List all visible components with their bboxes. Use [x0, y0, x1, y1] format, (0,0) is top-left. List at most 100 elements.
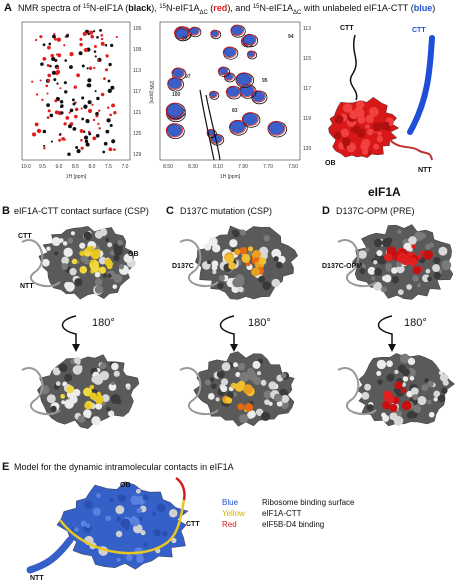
- surface-patch: [51, 237, 61, 247]
- peak: [86, 143, 90, 147]
- surface-patch: [367, 266, 376, 275]
- contour: [210, 29, 220, 38]
- surface-patch: [50, 405, 57, 412]
- contour: [240, 84, 254, 97]
- surface-patch: [428, 411, 435, 418]
- rotation-label: 180°: [92, 317, 115, 329]
- peak: [54, 37, 57, 41]
- residue-label: 100: [172, 92, 181, 98]
- surface-patch: [247, 251, 253, 257]
- title-segment: N-eIF1A: [166, 3, 200, 13]
- arrow-head: [230, 344, 238, 352]
- surface-patch: [438, 370, 444, 375]
- y-tick-label: 105: [133, 26, 142, 32]
- title-segment: N-eIF1A: [260, 3, 294, 13]
- surface-patch: [220, 385, 228, 393]
- residue-label: 98: [182, 36, 188, 42]
- y-tick-label: 129: [133, 152, 142, 158]
- surface-patch: [438, 246, 448, 256]
- label: OB: [128, 251, 139, 258]
- peak: [60, 104, 64, 108]
- surface-patch: [101, 394, 110, 402]
- y-tick-label: 117: [133, 89, 141, 95]
- panel-title: eIF1A-CTT contact surface (CSP): [14, 206, 149, 216]
- surface-patch: [72, 365, 83, 375]
- surface-patch: [365, 114, 375, 124]
- surface-patch: [95, 248, 101, 254]
- surface-patch: [341, 137, 351, 147]
- surface-patch: [241, 253, 251, 263]
- contour: [165, 123, 183, 138]
- surface-patch: [402, 368, 411, 377]
- y-tick-label: 121: [133, 110, 142, 116]
- surface-patch: [143, 541, 148, 547]
- peak: [95, 133, 100, 138]
- peak: [49, 64, 52, 68]
- peak: [86, 83, 90, 88]
- peak: [74, 114, 78, 119]
- contour: [242, 113, 258, 126]
- contour: [190, 27, 199, 35]
- peak: [43, 146, 46, 150]
- peak: [34, 38, 38, 42]
- peak: [63, 44, 66, 47]
- surface-patch: [365, 124, 371, 129]
- panel-title: D137C-OPM (PRE): [336, 206, 415, 216]
- surface-patch: [83, 409, 92, 418]
- surface-patch: [263, 234, 270, 242]
- surface-patch: [95, 493, 102, 499]
- contour: [242, 33, 257, 46]
- contour: [267, 120, 286, 136]
- surface-patch: [245, 261, 251, 267]
- contour: [172, 68, 184, 78]
- peak: [79, 42, 83, 47]
- surface-patch: [106, 263, 113, 270]
- contour: [231, 25, 244, 35]
- label: D137C: [172, 263, 194, 270]
- surface-patch: [112, 284, 118, 289]
- legend-text: eIF5B-D4 binding: [262, 520, 324, 529]
- surface-patch: [237, 286, 244, 293]
- surface-patch: [109, 497, 114, 503]
- surface-patch: [382, 414, 390, 422]
- x-tick-label: 8.10: [213, 164, 223, 170]
- surface-patch: [409, 376, 415, 381]
- contour: [228, 119, 246, 134]
- peak: [46, 103, 50, 107]
- peak: [50, 140, 53, 143]
- surface-patch: [116, 516, 122, 522]
- surface-patch: [386, 373, 395, 382]
- contour: [209, 90, 218, 99]
- surface-patch: [333, 131, 342, 140]
- peak: [87, 78, 92, 83]
- surface-patch: [437, 394, 446, 403]
- peak: [47, 73, 52, 78]
- contour: [243, 34, 256, 45]
- surface-patch: [387, 392, 395, 400]
- surface-patch: [136, 555, 144, 563]
- surface-patch: [248, 410, 256, 419]
- surface-patch: [64, 399, 74, 409]
- surface-patch: [370, 276, 376, 281]
- surface-patch: [62, 241, 68, 246]
- surface-patch: [61, 256, 70, 265]
- surface-patch: [94, 230, 104, 239]
- surface-patch: [366, 404, 374, 412]
- surface-patch: [360, 142, 369, 151]
- surface-patch: [115, 505, 125, 515]
- peak: [109, 123, 113, 128]
- surface-patch: [410, 387, 419, 396]
- x-tick-label: 8.50: [163, 164, 173, 170]
- surface-patch: [46, 394, 56, 404]
- peak: [53, 32, 56, 36]
- surface-patch: [433, 271, 441, 280]
- surface-patch: [105, 237, 110, 242]
- legend-key: Yellow: [222, 509, 245, 518]
- surface-patch: [400, 387, 407, 394]
- surface-patch: [386, 360, 393, 368]
- surface-patch: [412, 266, 421, 275]
- peak: [100, 37, 104, 41]
- peak: [64, 59, 68, 62]
- surface-patch: [376, 370, 382, 376]
- contour: [268, 121, 285, 135]
